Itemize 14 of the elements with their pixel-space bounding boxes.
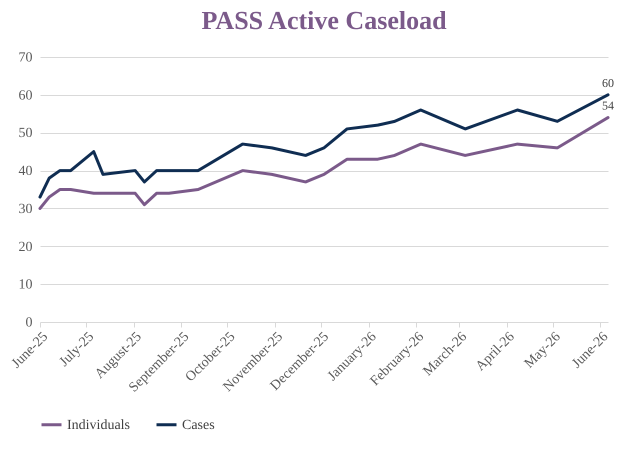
line-series xyxy=(38,116,610,210)
y-tick-label: 0 xyxy=(26,316,32,330)
y-tick-label: 20 xyxy=(18,240,32,255)
data-label: 54 xyxy=(602,98,614,113)
y-tick-label: 60 xyxy=(18,88,32,104)
legend-label: Individuals xyxy=(67,418,130,433)
chart-title: PASS Active Caseload xyxy=(201,6,448,35)
y-tick-label: 40 xyxy=(18,164,32,180)
y-tick-label: 10 xyxy=(18,278,32,293)
data-label: 60 xyxy=(602,76,614,90)
y-tick-label: 70 xyxy=(18,50,32,66)
y-tick-label: 30 xyxy=(18,202,32,217)
y-tick-label: 50 xyxy=(18,126,32,142)
legend-label: Cases xyxy=(182,418,215,433)
